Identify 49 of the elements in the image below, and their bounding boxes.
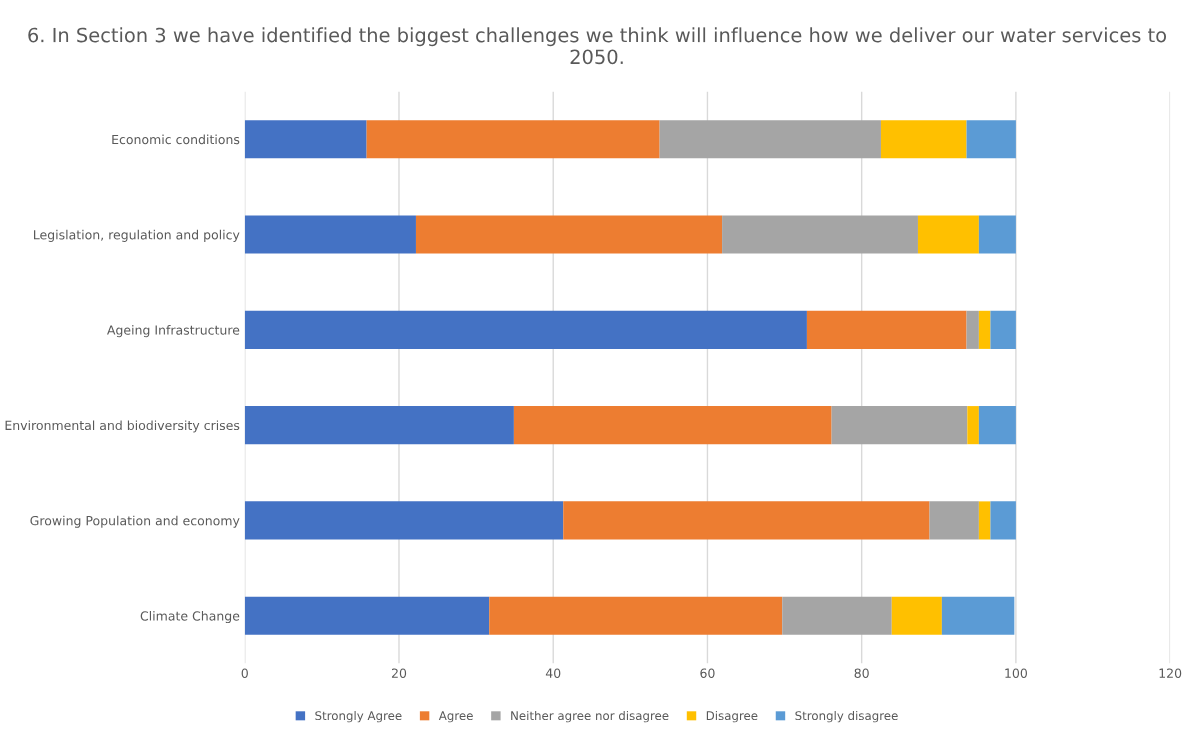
bar (917, 215, 979, 254)
y-tick-label: Environmental and biodiversity crises (5, 420, 240, 433)
x-tick-label: 100 (1005, 668, 1027, 678)
legend-label: Neither agree nor disagree (511, 710, 669, 723)
bar (244, 406, 514, 445)
y-tick-label: Legislation, regulation and policy (34, 229, 240, 242)
x-tick-label: 120 (1159, 668, 1182, 678)
x-tick-label: 60 (700, 668, 715, 678)
y-tick-label: Climate Change (140, 610, 240, 624)
y-tick-label: Ageing Infrastructure (107, 325, 240, 338)
bar (244, 120, 367, 159)
legend-label: Strongly disagree (795, 710, 898, 723)
bar (513, 406, 832, 445)
bar (891, 596, 942, 635)
bar (941, 596, 1015, 635)
bar (978, 406, 1016, 445)
bar (244, 310, 807, 349)
x-tick-label: 20 (391, 668, 407, 678)
bar (244, 596, 490, 635)
bar (244, 501, 564, 540)
bar (366, 120, 660, 159)
bar (967, 406, 979, 445)
bar (929, 501, 979, 540)
bar (978, 310, 991, 349)
bar (978, 215, 1016, 254)
legend-label: Agree (438, 711, 473, 723)
bar (990, 501, 1016, 540)
bar (563, 501, 930, 540)
bar (966, 120, 1016, 159)
bar (415, 215, 723, 254)
y-tick-label: Growing Population and economy (30, 515, 240, 528)
y-tick-label: Economic conditions (112, 134, 240, 145)
chart-title: 6. In Section 3 we have identified the biggest challenges we think will influence how we deliver our water services to 2050. (28, 27, 1167, 65)
legend-label: Disagree (706, 710, 758, 723)
bar (831, 406, 968, 445)
bar (806, 310, 967, 349)
x-tick-label: 0 (241, 668, 248, 678)
bar (782, 596, 892, 635)
bar (880, 120, 967, 159)
bar (489, 596, 783, 635)
x-tick-label: 40 (545, 668, 561, 678)
bar (722, 215, 918, 254)
bar (244, 215, 416, 254)
bar (990, 310, 1016, 349)
x-tick-label: 80 (854, 668, 869, 678)
bar (659, 120, 881, 159)
legend-label: Strongly Agree (315, 710, 402, 723)
bar (978, 501, 991, 540)
bar (966, 310, 979, 349)
